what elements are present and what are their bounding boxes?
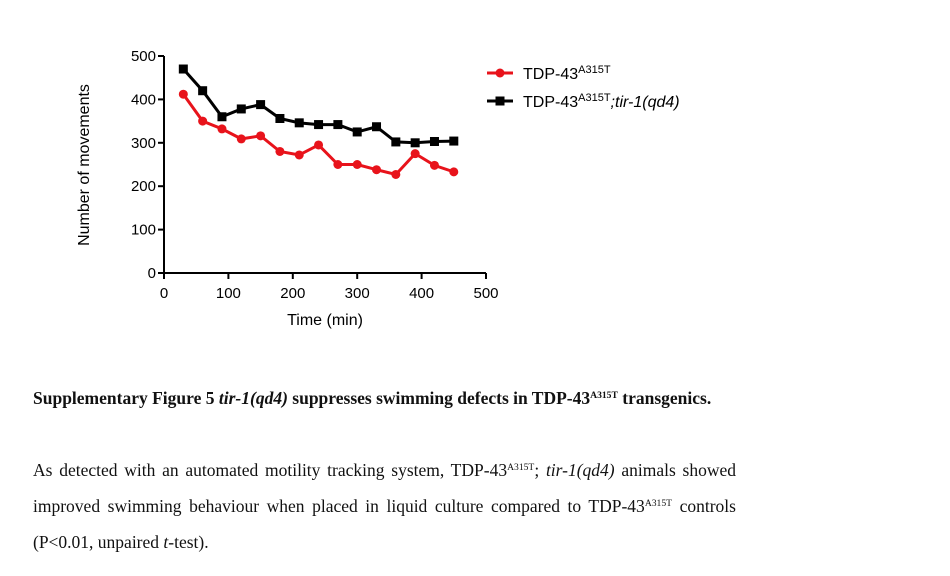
x-tick-label: 300	[345, 285, 370, 302]
data-point	[372, 122, 382, 132]
data-point	[333, 120, 343, 130]
legend-marker	[495, 96, 505, 106]
data-point	[449, 167, 459, 177]
figure-caption-body: As detected with an automated motility t…	[33, 452, 736, 560]
data-point	[314, 120, 324, 130]
movements-line-chart: 0 100 200 300 400 500 0 100 200 300 400 500 TDP-43A…	[76, 48, 680, 329]
caption-title-end: transgenics.	[622, 388, 712, 408]
data-point	[410, 138, 420, 148]
x-tick-label: 400	[409, 285, 434, 302]
data-point	[178, 89, 188, 99]
data-point	[410, 149, 420, 159]
data-point	[198, 86, 208, 96]
series-0	[178, 89, 459, 179]
caption-title-gene: tir-1(qd4)	[218, 388, 288, 408]
data-point	[352, 160, 362, 169]
data-point	[178, 64, 188, 74]
x-tick-label: 500	[473, 285, 498, 302]
chart-legend: TDP-43A315T TDP-43A315T;tir-1(qd4)	[487, 64, 680, 111]
caption-title-prefix: Supplementary Figure 5	[33, 388, 215, 408]
x-axis-label: Time (min)	[287, 312, 363, 329]
data-point	[217, 112, 227, 122]
x-tick-label: 100	[216, 285, 241, 302]
data-point	[314, 140, 324, 150]
data-point	[391, 137, 401, 147]
data-point	[352, 127, 362, 137]
data-point	[294, 118, 304, 128]
data-point	[333, 160, 343, 169]
caption-body-part-1: As detected with an automated motility t…	[33, 460, 508, 480]
y-axis-label: Number of movements	[76, 84, 93, 246]
caption-body-part-3: animals showed improved swimming behavio…	[33, 460, 737, 516]
data-point	[275, 113, 285, 123]
y-tick-label: 300	[131, 135, 156, 152]
data-point	[429, 136, 439, 146]
series-1	[178, 64, 459, 148]
y-tick-label: 200	[131, 178, 156, 195]
data-point	[256, 100, 266, 110]
data-point	[275, 146, 285, 156]
caption-title-mid: suppresses swimming defects in TDP-43	[292, 388, 591, 408]
data-point	[449, 136, 459, 146]
series-line	[182, 93, 455, 177]
chart-axes: 0 100 200 300 400 500 0 100 200 300 400 500	[131, 48, 499, 302]
y-tick-label: 0	[148, 265, 156, 282]
x-tick-label: 0	[160, 285, 168, 302]
data-point	[256, 131, 266, 141]
data-point	[391, 169, 401, 179]
x-tick-label: 200	[280, 285, 305, 302]
caption-body-t: t	[163, 532, 169, 552]
data-point	[294, 150, 304, 160]
caption-body-part-4: controls (P<0.01, unpaired	[33, 496, 736, 552]
chart-series	[178, 64, 459, 179]
figure-caption-title: Supplementary Figure 5 tir-1(qd4) suppre…	[33, 380, 736, 416]
caption-title-superscript: A315T	[590, 389, 618, 401]
y-tick-label: 500	[131, 48, 156, 65]
caption-body-superscript-2: A315T	[644, 497, 673, 509]
data-point	[236, 134, 246, 144]
data-point	[198, 116, 208, 126]
caption-body-superscript-1: A315T	[507, 461, 535, 473]
legend-label: TDP-43A315T;tir-1(qd4)	[523, 92, 680, 111]
data-point	[429, 160, 439, 170]
data-point	[372, 165, 382, 175]
legend-label: TDP-43A315T	[523, 64, 611, 83]
data-point	[217, 124, 227, 134]
y-tick-label: 400	[131, 91, 156, 108]
legend-marker	[495, 68, 505, 78]
y-tick-label: 100	[131, 222, 156, 239]
caption-body-part-2: ;	[534, 460, 546, 480]
data-point	[236, 104, 246, 114]
caption-body-gene: tir-1(qd4)	[545, 460, 615, 480]
caption-body-part-5: -test).	[168, 532, 209, 552]
